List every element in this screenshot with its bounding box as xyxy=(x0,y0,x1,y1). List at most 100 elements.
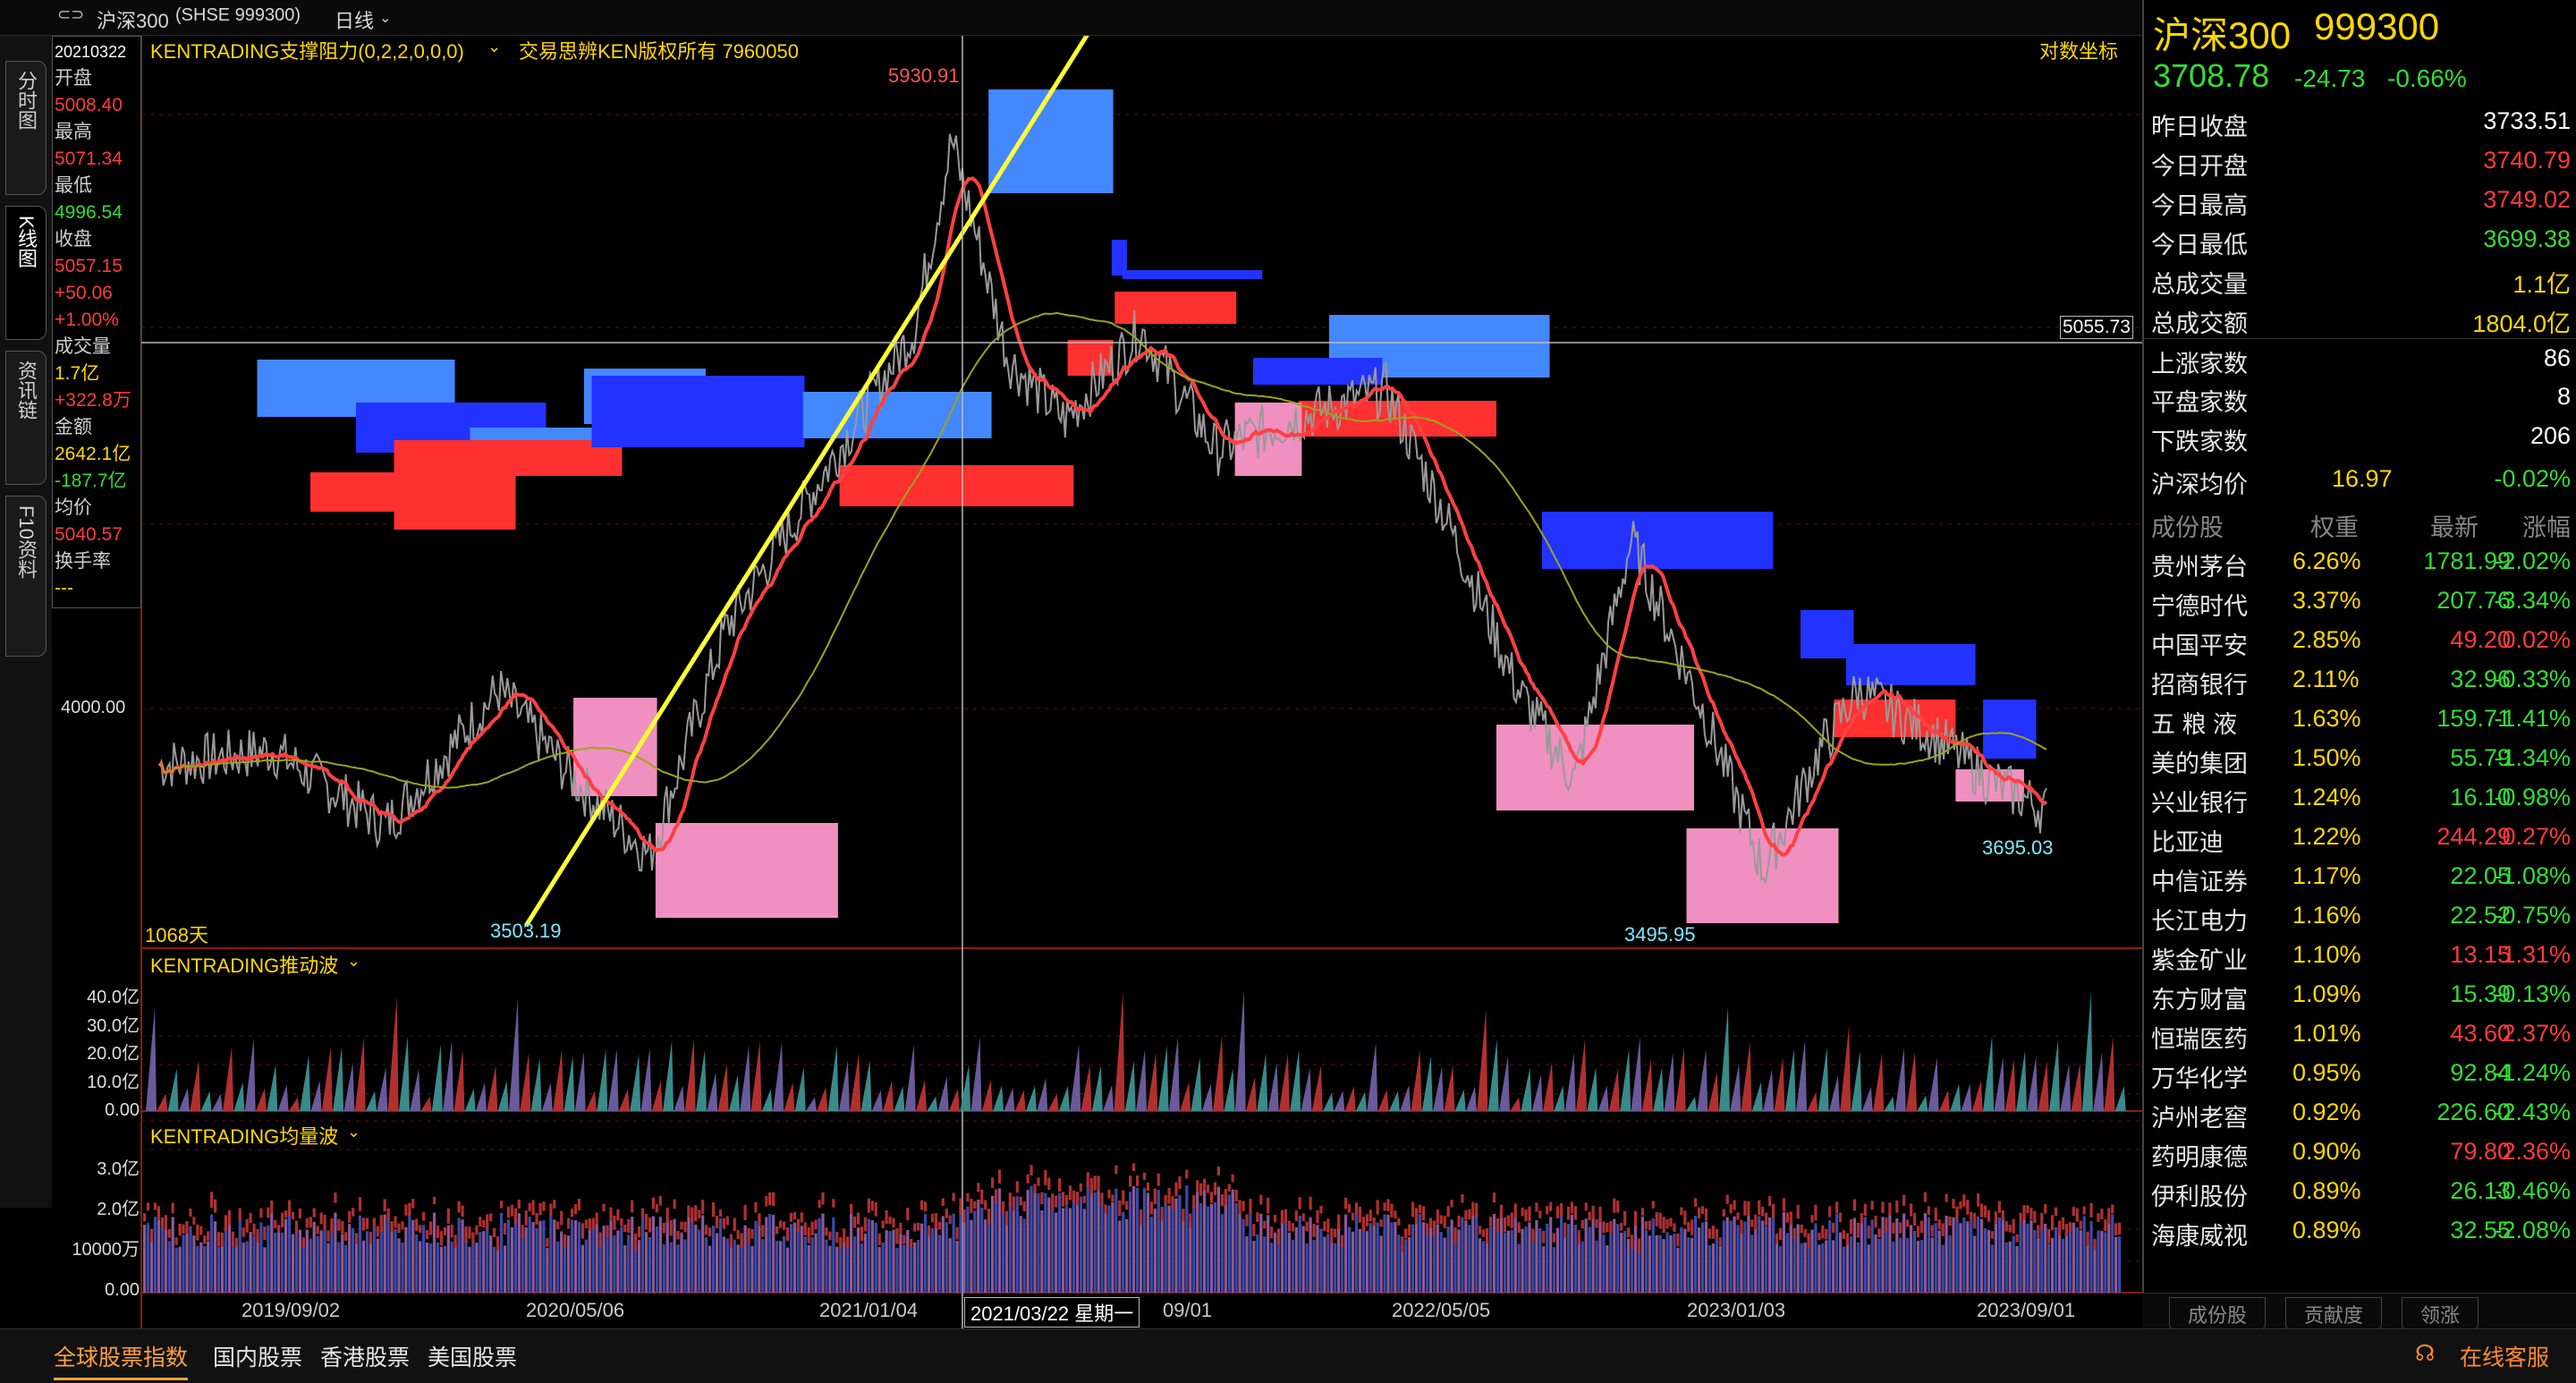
volume-bar xyxy=(966,1206,970,1293)
col-header[interactable]: 最新 xyxy=(2430,514,2479,541)
volume-bar-top xyxy=(1644,1221,1648,1229)
volume-bar xyxy=(468,1246,471,1293)
constituent-row[interactable]: 贵州茅台 6.26% 1781.99 -2.02% xyxy=(2144,542,2576,581)
stock-weight: 1.22% xyxy=(2292,823,2361,850)
volume-bar-top xyxy=(899,1222,902,1235)
stock-price: 79.80 xyxy=(2450,1138,2511,1165)
wave-bar xyxy=(1818,1047,1829,1111)
tab-kline[interactable]: K线图 xyxy=(5,206,47,340)
volume-bar xyxy=(160,1226,164,1293)
volume-bar xyxy=(489,1235,493,1293)
tab-global-indices[interactable]: 全球股票指数 xyxy=(54,1340,189,1380)
volume-bar xyxy=(1810,1229,1814,1293)
stock-change: -2.43% xyxy=(2494,1099,2571,1125)
constituent-row[interactable]: 比亚迪 1.22% 244.29 0.27% xyxy=(2144,818,2576,857)
wave-bar xyxy=(1180,1082,1191,1111)
period-select[interactable]: 日线 xyxy=(335,10,375,32)
volume-bar-top xyxy=(2100,1209,2104,1219)
volume-bar xyxy=(189,1226,192,1293)
col-header[interactable]: 涨幅 xyxy=(2522,514,2571,541)
volume-bar-top xyxy=(729,1234,733,1249)
volume-bar xyxy=(683,1239,687,1293)
constituent-row[interactable]: 五 粮 液 1.63% 159.71 -1.41% xyxy=(2144,700,2576,739)
volume-bar-top xyxy=(1980,1203,1984,1218)
wave-bar xyxy=(167,1068,179,1111)
chevron-down-icon[interactable]: ⌄ xyxy=(347,952,361,970)
volume-bar-top xyxy=(1404,1228,1408,1239)
headset-icon[interactable]: ☊ xyxy=(2415,1341,2436,1366)
constituent-row[interactable]: 美的集团 1.50% 55.79 -1.34% xyxy=(2144,739,2576,778)
constituent-row[interactable]: 长江电力 1.16% 22.52 -0.75% xyxy=(2144,896,2576,936)
volume-bar-top xyxy=(1620,1223,1623,1231)
constituent-row[interactable]: 招商银行 2.11% 32.96 -0.33% xyxy=(2144,660,2576,700)
chevron-down-icon[interactable]: ⌄ xyxy=(347,1123,361,1141)
constituent-row[interactable]: 万华化学 0.95% 92.84 -1.24% xyxy=(2144,1054,2576,1093)
volume-bar xyxy=(620,1226,623,1293)
volume-bar xyxy=(344,1244,348,1293)
volume-bar-top xyxy=(1698,1207,1701,1218)
volume-bar xyxy=(638,1240,641,1293)
constituent-row[interactable]: 兴业银行 1.24% 16.10 -0.98% xyxy=(2144,778,2576,818)
constituent-row[interactable]: 中国平安 2.85% 49.20 0.02% xyxy=(2144,621,2576,660)
constituent-row[interactable]: 中信证券 1.17% 22.05 -1.08% xyxy=(2144,857,2576,896)
volume-bar xyxy=(1577,1238,1580,1293)
volume-bar xyxy=(1341,1244,1344,1293)
volume-bar xyxy=(1089,1185,1093,1293)
volume-bar-top xyxy=(1122,1190,1125,1205)
volume-bar xyxy=(231,1241,234,1293)
stock-name: 东方财富 xyxy=(2151,987,2248,1014)
volume-bar-top xyxy=(1538,1210,1542,1218)
volume-bar-top xyxy=(386,1208,390,1221)
online-service[interactable]: 在线客服 xyxy=(2460,1345,2550,1370)
volume-bar-top xyxy=(595,1212,598,1224)
chevron-down-icon[interactable]: ⌄ xyxy=(487,38,502,55)
constituent-row[interactable]: 伊利股份 0.89% 26.13 -0.46% xyxy=(2144,1172,2576,1211)
volume-bar-top xyxy=(1114,1165,1118,1175)
tab-intraday[interactable]: 分时图 xyxy=(5,61,47,195)
wave-bar xyxy=(1587,1067,1598,1111)
tab-domestic[interactable]: 国内股票 xyxy=(213,1345,303,1370)
volume-bar xyxy=(1906,1237,1910,1293)
volume-bar-top xyxy=(1983,1205,1987,1218)
log-scale-toggle[interactable]: 对数坐标 xyxy=(2039,40,2119,63)
col-header[interactable]: 权重 xyxy=(2310,514,2359,541)
tab-f10[interactable]: F10资料 xyxy=(5,496,47,657)
volume-bar-top xyxy=(930,1213,935,1223)
volume-bar xyxy=(1765,1226,1768,1293)
constituent-row[interactable]: 药明康德 0.90% 79.80 2.36% xyxy=(2144,1133,2576,1172)
indicator-title: KENTRADING支撑阻力(0,2,2,0,0,0) xyxy=(150,40,464,63)
volume-bar xyxy=(923,1214,928,1293)
volume-bar-top xyxy=(765,1196,768,1207)
wave-bar xyxy=(586,1090,597,1111)
volume-bar xyxy=(1506,1230,1510,1293)
volume-bar xyxy=(196,1245,199,1293)
volume-bar xyxy=(1517,1243,1521,1293)
tab-us[interactable]: 美国股票 xyxy=(428,1345,518,1370)
link-icon[interactable]: ⊂⊃ xyxy=(57,5,85,23)
volume-bar-top xyxy=(1856,1222,1860,1238)
kline-chart[interactable] xyxy=(52,36,2142,1328)
tab-hongkong[interactable]: 香港股票 xyxy=(320,1345,411,1370)
volume-bar-top xyxy=(2086,1231,2089,1246)
col-header[interactable]: 成份股 xyxy=(2151,514,2224,541)
constituent-row[interactable]: 恒瑞医药 1.01% 43.60 2.37% xyxy=(2144,1014,2576,1054)
volume-bar xyxy=(1535,1220,1538,1293)
volume-bar-top xyxy=(1312,1224,1316,1237)
wave-bar xyxy=(288,1097,300,1111)
constituent-row[interactable]: 海康威视 0.89% 32.55 -2.08% xyxy=(2144,1211,2576,1251)
volume-bar-top xyxy=(1344,1197,1348,1209)
wave-bar xyxy=(1961,1084,1972,1111)
volume-bar-top xyxy=(867,1198,870,1213)
constituent-row[interactable]: 宁德时代 3.37% 207.76 -3.34% xyxy=(2144,581,2576,621)
time-tick: 2021/01/04 xyxy=(819,1299,919,1321)
tab-contribution[interactable]: 贡献度 xyxy=(2285,1297,2383,1331)
tab-news[interactable]: 资讯链 xyxy=(5,351,47,485)
chevron-down-icon[interactable]: ⌄ xyxy=(379,11,392,26)
constituent-row[interactable]: 东方财富 1.09% 15.39 -0.13% xyxy=(2144,975,2576,1014)
volume-bar-top xyxy=(718,1209,723,1218)
constituent-row[interactable]: 泸州老窖 0.92% 226.60 -2.43% xyxy=(2144,1093,2576,1133)
tab-constituents[interactable]: 成份股 xyxy=(2169,1297,2267,1331)
volume-bar-top xyxy=(267,1207,270,1218)
tab-leaders[interactable]: 领涨 xyxy=(2402,1297,2479,1331)
constituent-row[interactable]: 紫金矿业 1.10% 13.15 1.31% xyxy=(2144,936,2576,975)
